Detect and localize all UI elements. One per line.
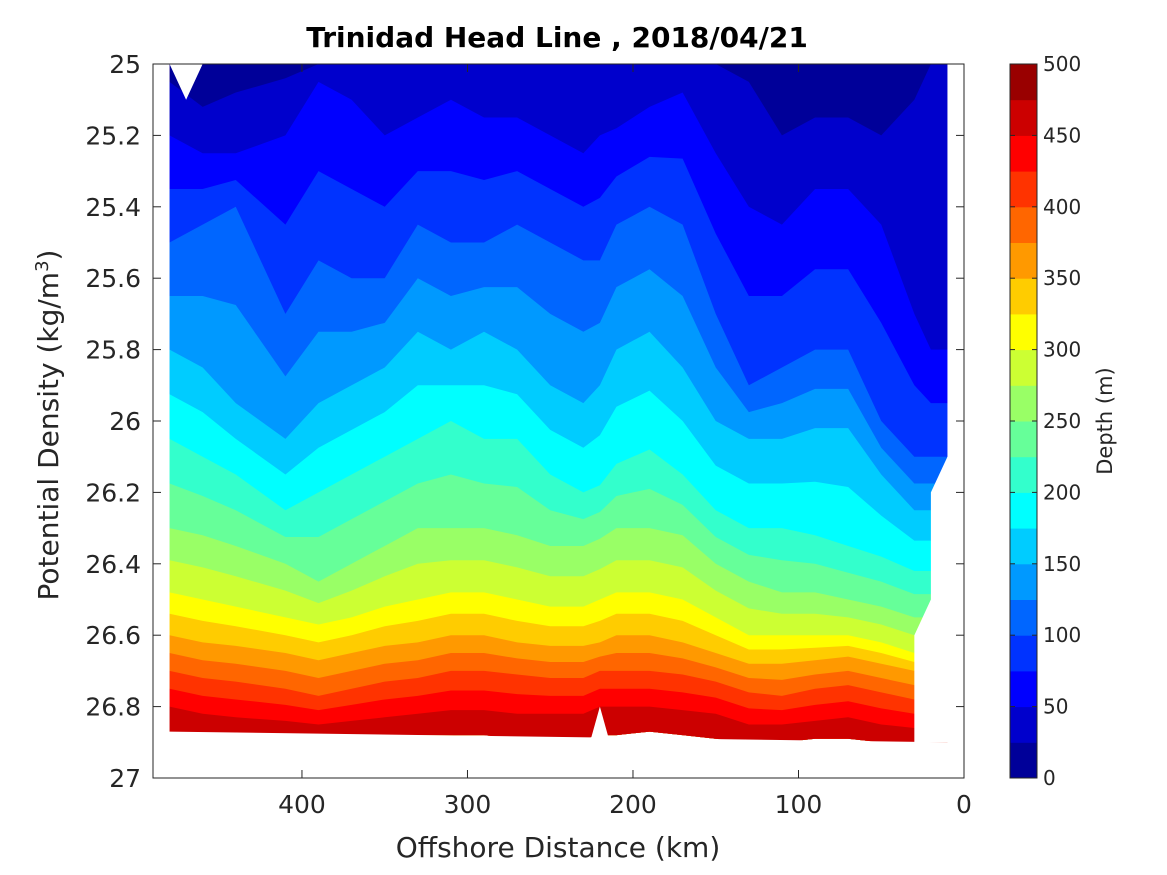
y-axis-label: Potential Density (kg/m3)	[32, 250, 66, 601]
colorbar-band-25	[1010, 706, 1037, 743]
colorbar-tick-label-250: 250	[1043, 409, 1081, 433]
colorbar-band-425	[1010, 135, 1037, 172]
colorbar-tick-label-400: 400	[1043, 195, 1081, 219]
colorbar-tick-label-0: 0	[1043, 766, 1056, 790]
x-tick-label-300: 300	[444, 790, 492, 819]
colorbar-tick-label-100: 100	[1043, 623, 1081, 647]
colorbar-tick-label-200: 200	[1043, 480, 1081, 504]
colorbar-band-475	[1010, 64, 1037, 101]
contour-fill	[153, 64, 964, 778]
x-tick-label-0: 0	[956, 790, 972, 819]
colorbar-band-325	[1010, 278, 1037, 315]
y-tick-label-25.6: 25.6	[85, 264, 141, 293]
colorbar-band-0	[1010, 742, 1037, 779]
y-tick-label-26.8: 26.8	[85, 693, 141, 722]
x-tick-label-400: 400	[278, 790, 326, 819]
x-axis-label: Offshore Distance (km)	[396, 831, 721, 864]
y-tick-label-27: 27	[109, 764, 141, 793]
colorbar-band-225	[1010, 421, 1037, 458]
y-tick-label-26.2: 26.2	[85, 478, 141, 507]
x-axis: 400 300 200 100 0	[278, 64, 972, 819]
y-tick-label-25.2: 25.2	[85, 121, 141, 150]
y-axis-label-close: )	[32, 250, 65, 261]
data-gap-top-left	[169, 64, 203, 100]
x-tick-label-200: 200	[609, 790, 657, 819]
colorbar-band-50	[1010, 670, 1037, 708]
colorbar-band-125	[1010, 563, 1037, 600]
x-tick-label-100: 100	[775, 790, 823, 819]
colorbar-tick-label-500: 500	[1043, 52, 1081, 76]
y-tick-label-26.6: 26.6	[85, 621, 141, 650]
colorbar-band-150	[1010, 528, 1037, 565]
colorbar-tick-label-450: 450	[1043, 123, 1081, 147]
colorbar-band-200	[1010, 456, 1037, 493]
contour-band-450-475	[169, 706, 948, 743]
colorbar-tick-label-150: 150	[1043, 552, 1081, 576]
data-gap-left-edge	[153, 64, 170, 778]
colorbar-band-275	[1010, 349, 1037, 386]
y-tick-label-26: 26	[109, 407, 141, 436]
data-gap-right-edge	[947, 64, 964, 778]
colorbar-band-175	[1010, 492, 1037, 529]
colorbar-band-400	[1010, 171, 1037, 208]
y-axis: 25 25.2 25.4 25.6 25.8 26 26.2 26.4 26.6 26.8 27	[85, 50, 964, 793]
colorbar-band-350	[1010, 242, 1037, 279]
data-gap-bottom	[169, 731, 948, 778]
colorbar-label: Depth (m)	[1093, 367, 1117, 474]
colorbar-band-250	[1010, 385, 1037, 422]
y-tick-label-25.8: 25.8	[85, 336, 141, 365]
colorbar: 0 50 100 150 200 250 300 350 400 450 500	[1009, 52, 1081, 790]
y-tick-label-25: 25	[109, 50, 141, 79]
colorbar-tick-label-300: 300	[1043, 338, 1081, 362]
colorbar-tick-label-50: 50	[1043, 695, 1068, 719]
chart-title: Trinidad Head Line , 2018/04/21	[306, 21, 808, 54]
y-axis-label-superscript: 3	[32, 260, 53, 271]
colorbar-band-450	[1010, 99, 1037, 136]
colorbar-band-100	[1010, 599, 1037, 636]
colorbar-band-375	[1010, 206, 1037, 243]
colorbar-band-75	[1010, 635, 1037, 672]
colorbar-band-300	[1010, 313, 1037, 351]
y-tick-label-25.4: 25.4	[85, 193, 141, 222]
y-tick-label-26.4: 26.4	[85, 550, 141, 579]
y-axis-label-main: Potential Density (kg/m	[32, 272, 65, 601]
colorbar-tick-label-350: 350	[1043, 266, 1081, 290]
